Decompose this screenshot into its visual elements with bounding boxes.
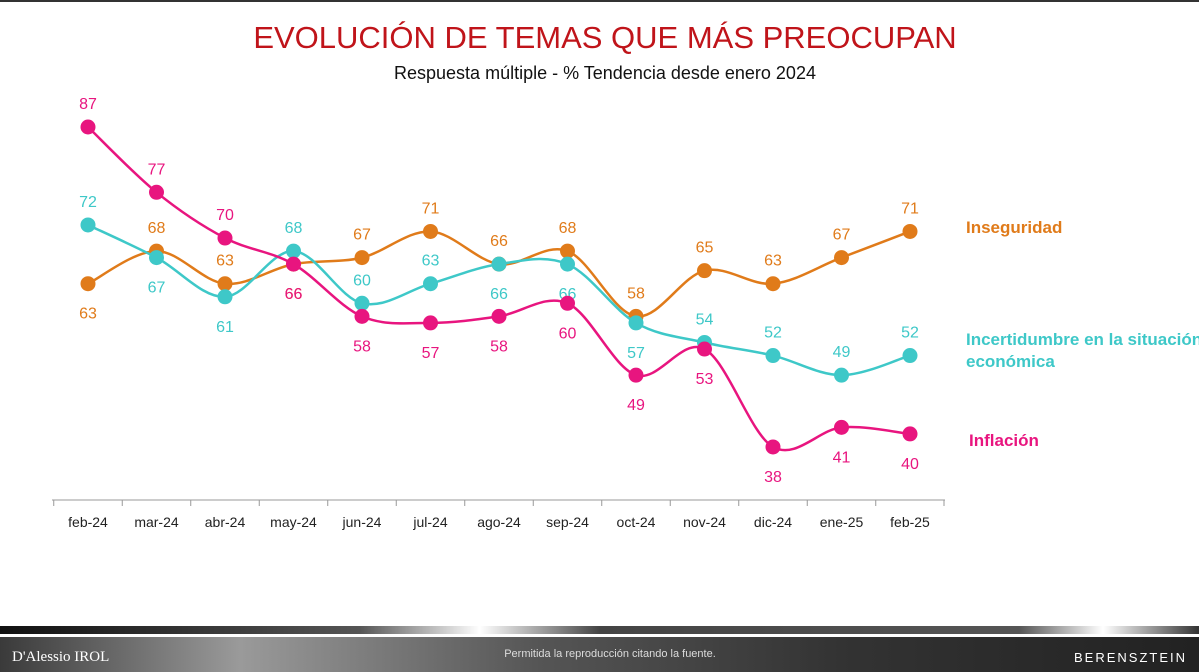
data-point (765, 348, 781, 364)
data-point (217, 289, 233, 305)
x-tick-label: feb-25 (890, 514, 930, 530)
data-label: 68 (559, 220, 577, 237)
data-point (423, 315, 438, 331)
footer-stripe (0, 626, 1199, 634)
series-label: Inseguridad (966, 218, 1062, 237)
data-label: 41 (833, 449, 851, 466)
data-label: 63 (422, 253, 440, 270)
data-label: 87 (79, 96, 97, 113)
data-point (423, 276, 438, 292)
x-tick-label: mar-24 (134, 514, 179, 530)
data-label: 66 (285, 286, 303, 303)
data-label: 67 (353, 227, 371, 244)
chart-subtitle: Respuesta múltiple - % Tendencia desde e… (394, 63, 816, 83)
x-tick-label: nov-24 (683, 514, 726, 530)
data-label: 71 (901, 200, 919, 217)
x-tick-label: feb-24 (68, 514, 108, 530)
data-label: 52 (901, 325, 919, 342)
data-point (80, 119, 96, 135)
data-label: 65 (696, 240, 714, 257)
data-label: 49 (627, 397, 645, 414)
x-tick-label: abr-24 (205, 514, 246, 530)
data-point (902, 223, 918, 239)
x-tick-label: jul-24 (412, 514, 447, 530)
data-label: 58 (627, 285, 645, 302)
data-point (491, 256, 507, 272)
x-tick-label: sep-24 (546, 514, 589, 530)
data-point (149, 250, 164, 266)
line-chart: feb-24 mar-24 abr-24 may-24 jun-24 jul-24 ago-… (52, 96, 1199, 530)
data-label: 70 (216, 207, 234, 224)
data-point (217, 276, 233, 292)
data-label: 40 (901, 456, 919, 473)
data-point (697, 341, 712, 357)
data-label: 77 (148, 161, 166, 178)
data-label: 66 (490, 233, 508, 250)
footer-text: Permitida la reproducción citando la fue… (504, 648, 716, 660)
data-point (217, 230, 233, 246)
data-label: 61 (216, 319, 234, 336)
data-label: 54 (696, 311, 714, 328)
data-point (902, 426, 918, 442)
data-label: 63 (79, 306, 97, 323)
data-point (149, 184, 164, 200)
x-tick-label: oct-24 (617, 514, 656, 530)
data-label: 68 (148, 220, 166, 237)
data-label: 58 (490, 338, 508, 355)
data-point (491, 308, 507, 324)
data-label: 66 (285, 286, 303, 303)
data-point (902, 348, 918, 364)
data-point (628, 315, 644, 331)
data-label: 52 (764, 325, 782, 342)
data-label: 66 (490, 286, 508, 303)
data-label: 72 (79, 194, 97, 211)
data-point (80, 276, 96, 292)
x-tick-label: may-24 (270, 514, 317, 530)
data-label: 67 (833, 227, 851, 244)
data-label: 67 (148, 280, 166, 297)
footer-stripe-white (0, 634, 1199, 637)
data-label: 60 (353, 272, 371, 289)
data-point (354, 308, 370, 324)
data-point (765, 439, 781, 455)
data-point (834, 367, 849, 383)
data-point (697, 263, 712, 279)
data-label: 68 (285, 220, 303, 237)
data-label: 49 (833, 344, 851, 361)
x-tick-label: jun-24 (342, 514, 382, 530)
data-label: 63 (216, 253, 234, 270)
top-border (0, 0, 1199, 2)
data-label: 60 (559, 325, 577, 342)
dalessio-logo: D'Alessio IROL (12, 649, 110, 665)
chart-title: EVOLUCIÓN DE TEMAS QUE MÁS PREOCUPAN (253, 20, 957, 55)
data-label: 38 (764, 469, 782, 486)
data-point (560, 243, 575, 259)
data-point (834, 250, 849, 266)
berensztein-logo: BERENSZTEIN (1073, 650, 1187, 665)
data-point (765, 276, 781, 292)
data-label: 53 (696, 371, 714, 388)
data-label: 57 (422, 345, 440, 362)
x-tick-label: dic-24 (754, 514, 792, 530)
data-point (423, 223, 438, 239)
data-point (354, 295, 370, 311)
x-tick-label: ago-24 (477, 514, 521, 530)
data-point (560, 295, 575, 311)
data-label: 71 (422, 200, 440, 217)
data-label: 63 (764, 253, 782, 270)
data-point (560, 256, 575, 272)
data-point (80, 217, 96, 233)
x-tick-label: ene-25 (820, 514, 864, 530)
data-point (834, 419, 849, 435)
data-label: 57 (627, 345, 645, 362)
data-point (286, 243, 301, 259)
data-point (354, 250, 370, 266)
series-label: Inflación (969, 431, 1039, 450)
data-point (628, 367, 644, 383)
data-label: 58 (353, 338, 371, 355)
data-point (286, 256, 301, 272)
series-label: Incertidumbre en la situación económica (966, 330, 1199, 371)
